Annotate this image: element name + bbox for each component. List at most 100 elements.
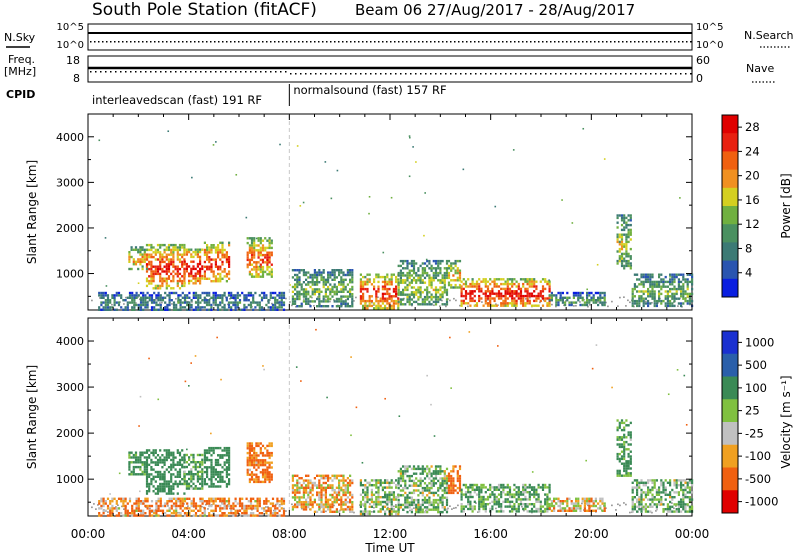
scatter-cell xyxy=(311,486,314,489)
nsearch-dot xyxy=(210,41,212,43)
scatter-cell xyxy=(441,470,444,473)
scatter-cell xyxy=(307,290,310,293)
scatter-cell xyxy=(214,277,217,280)
scatter-cell xyxy=(340,278,343,281)
scatter-cell xyxy=(377,503,380,506)
scatter-cell xyxy=(250,249,254,252)
scatter-cell xyxy=(241,291,244,295)
scatter-cell xyxy=(397,482,400,485)
scatter-cell xyxy=(572,301,575,304)
scatter-cell xyxy=(142,509,145,512)
scatter-cell xyxy=(349,491,352,494)
nave-dot xyxy=(590,73,592,75)
scatter-cell xyxy=(395,295,398,298)
nave-dot xyxy=(225,71,227,73)
isolated-cell xyxy=(299,205,302,207)
scatter-cell xyxy=(513,282,516,286)
scatter-cell xyxy=(671,292,674,296)
scatter-cell xyxy=(629,216,632,220)
scatter-cell xyxy=(241,497,244,500)
scatter-cell xyxy=(98,502,101,505)
scatter-cell xyxy=(478,285,481,288)
scatter-cell xyxy=(183,306,187,309)
scatter-cell xyxy=(156,267,160,271)
scatter-cell xyxy=(434,288,438,292)
scatter-cell xyxy=(268,239,271,242)
scatter-cell xyxy=(399,494,402,497)
scatter-cell xyxy=(340,501,343,504)
scatter-cell xyxy=(415,489,418,492)
scatter-cell xyxy=(152,251,155,254)
scatter-cell xyxy=(313,484,316,487)
scatter-cell xyxy=(366,498,369,501)
scatter-cell xyxy=(298,498,301,501)
scatter-cell xyxy=(638,278,641,281)
nsearch-dot xyxy=(590,41,592,43)
nsearch-tick-bottom: 10^0 xyxy=(696,40,723,51)
scatter-cell xyxy=(412,467,416,471)
scatter-cell xyxy=(196,453,199,457)
scatter-cell xyxy=(450,279,453,282)
scatter-cell xyxy=(335,285,338,289)
scatter-cell xyxy=(513,299,516,303)
scatter-cell xyxy=(159,449,162,452)
scatter-cell xyxy=(170,251,173,254)
scatter-cell xyxy=(167,492,171,495)
scatter-cell xyxy=(623,257,626,260)
scatter-cell xyxy=(432,482,435,485)
scatter-cell xyxy=(340,271,343,274)
scatter-cell xyxy=(212,497,215,500)
scatter-cell xyxy=(309,508,312,511)
cpid-mode-label: interleavedscan (fast) 191 RF xyxy=(92,93,262,107)
scatter-cell xyxy=(276,301,279,304)
scatter-cell xyxy=(597,291,600,295)
data-patch xyxy=(246,442,273,484)
scatter-cell xyxy=(397,283,400,287)
ground-scatter-cell xyxy=(673,507,675,510)
scatter-cell xyxy=(331,269,334,272)
ground-scatter-cell xyxy=(587,504,589,507)
ground-scatter-cell xyxy=(395,504,397,506)
scatter-cell xyxy=(203,458,206,462)
scatter-cell xyxy=(616,240,619,244)
scatter-cell xyxy=(447,472,451,475)
scatter-cell xyxy=(430,486,433,490)
scatter-cell xyxy=(373,479,376,482)
scatter-cell xyxy=(307,271,310,274)
scatter-cell xyxy=(335,474,338,477)
nave-dot xyxy=(495,73,497,75)
scatter-cell xyxy=(175,500,178,503)
scatter-cell xyxy=(111,500,114,503)
scatter-cell xyxy=(515,304,518,307)
scatter-cell xyxy=(373,278,376,281)
scatter-cell xyxy=(190,253,193,256)
scatter-cell xyxy=(642,285,645,288)
scatter-cell xyxy=(190,306,193,309)
scatter-cell xyxy=(248,442,251,445)
y-tick-label: 3000 xyxy=(56,176,84,189)
scatter-cell xyxy=(467,292,470,295)
scatter-cell xyxy=(225,258,228,261)
scatter-cell xyxy=(669,280,672,284)
scatter-cell xyxy=(322,285,325,289)
scatter-cell xyxy=(384,283,387,286)
scatter-cell xyxy=(395,484,398,487)
scatter-cell xyxy=(675,273,678,276)
ground-scatter-cell xyxy=(373,506,375,509)
scatter-cell xyxy=(190,272,193,275)
ground-scatter-cell xyxy=(311,296,313,299)
scatter-cell xyxy=(203,241,206,244)
scatter-cell xyxy=(379,479,382,482)
scatter-cell xyxy=(120,512,123,515)
scatter-cell xyxy=(139,303,143,307)
ground-scatter-cell xyxy=(191,301,193,303)
isolated-cell xyxy=(679,197,681,199)
scatter-cell xyxy=(269,306,272,309)
scatter-cell xyxy=(258,308,261,311)
scatter-cell xyxy=(263,296,266,299)
scatter-cell xyxy=(486,285,490,288)
scatter-cell xyxy=(342,283,345,286)
scatter-cell xyxy=(493,278,496,281)
scatter-cell xyxy=(447,276,451,280)
scatter-cell xyxy=(219,272,222,276)
